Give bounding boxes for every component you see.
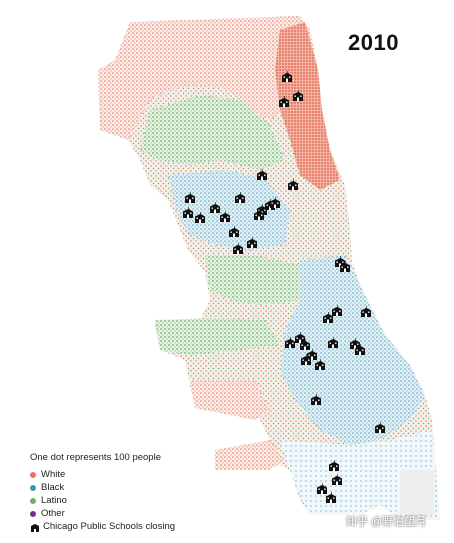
white-dot-icon <box>30 471 36 478</box>
school-closing-icon <box>257 169 267 180</box>
school-building-icon <box>31 521 39 532</box>
school-closing-icon <box>315 359 325 370</box>
legend-item-schools: Chicago Public Schools closing <box>30 520 175 533</box>
school-closing-icon <box>375 422 385 433</box>
school-closing-icon <box>220 211 230 222</box>
school-closing-icon <box>254 209 264 220</box>
school-closing-icon <box>233 243 243 254</box>
school-closing-icon <box>340 261 350 272</box>
school-closing-icon <box>301 354 311 365</box>
school-closing-icon <box>311 394 321 405</box>
legend-item-other: Other <box>30 507 175 520</box>
school-closing-icon <box>328 337 338 348</box>
region-white-lakefront <box>275 22 340 190</box>
watermark: 知乎 @野泊望月 <box>346 516 427 528</box>
map-year: 2010 <box>348 30 399 55</box>
latino-dot-icon <box>30 497 36 504</box>
school-closing-icon <box>229 226 239 237</box>
school-closing-icon <box>235 192 245 203</box>
school-closing-icon <box>185 192 195 203</box>
school-closing-icon <box>317 483 327 494</box>
industrial-area <box>400 470 434 515</box>
school-closing-icon <box>295 332 305 343</box>
legend-title: One dot represents 100 people <box>30 452 161 463</box>
school-closing-icon <box>210 202 220 213</box>
other-dot-icon <box>30 510 36 517</box>
region-white-southwest <box>190 380 270 420</box>
school-closing-icon <box>329 460 339 471</box>
region-latino-northwest <box>140 95 285 170</box>
school-closing-icon <box>332 474 342 485</box>
school-closing-icon <box>270 197 280 208</box>
school-closing-icon <box>355 344 365 355</box>
region-black-west <box>168 170 290 250</box>
school-closing-icon <box>195 212 205 223</box>
region-latino-southwest <box>205 255 320 305</box>
legend: One dot represents 100 people White Blac… <box>30 452 175 533</box>
legend-item-latino: Latino <box>30 494 175 507</box>
school-closing-icon <box>285 337 295 348</box>
school-closing-icon <box>279 96 289 107</box>
school-closing-icon <box>247 237 257 248</box>
school-closing-icon <box>288 179 298 190</box>
school-closing-icon <box>282 71 292 82</box>
school-closing-icon <box>332 305 342 316</box>
legend-item-black: Black <box>30 481 175 494</box>
school-markers <box>183 71 385 503</box>
school-closing-icon <box>300 339 310 350</box>
school-closing-icon <box>307 349 317 360</box>
school-closing-icon <box>183 207 193 218</box>
region-white-farsouth <box>215 440 285 470</box>
school-closing-icon <box>293 90 303 101</box>
region-white-north <box>98 16 318 140</box>
legend-item-white: White <box>30 468 175 481</box>
region-latino-southwest-2 <box>155 318 280 355</box>
school-closing-icon <box>323 312 333 323</box>
school-closing-icon <box>350 338 360 349</box>
school-closing-icon <box>361 306 371 317</box>
school-closing-icon <box>326 492 336 503</box>
black-dot-icon <box>30 484 36 491</box>
